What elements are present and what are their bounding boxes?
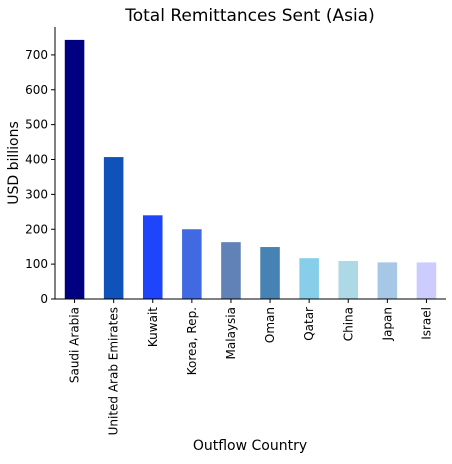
x-tick-label: Oman bbox=[263, 307, 277, 343]
x-tick-label: Saudi Arabia bbox=[68, 307, 82, 383]
x-tick-label: Israel bbox=[419, 307, 433, 340]
y-tick-label: 100 bbox=[25, 257, 48, 271]
x-tick-label: Qatar bbox=[302, 307, 316, 341]
y-tick-label: 500 bbox=[25, 118, 48, 132]
bar bbox=[260, 247, 280, 299]
y-tick-label: 0 bbox=[40, 292, 48, 306]
bar bbox=[377, 262, 398, 299]
bars-group bbox=[64, 39, 437, 300]
chart-title: Total Remittances Sent (Asia) bbox=[124, 6, 374, 26]
y-tick-label: 600 bbox=[25, 83, 48, 97]
bar bbox=[221, 242, 241, 299]
bar bbox=[299, 258, 319, 299]
x-tick-label: United Arab Emirates bbox=[107, 307, 121, 435]
y-tick-label: 200 bbox=[25, 222, 48, 236]
x-tick-label: China bbox=[341, 307, 355, 341]
x-axis-ticks: Saudi Arabia United Arab Emirates Kuwait Ko… bbox=[68, 299, 433, 435]
bar bbox=[338, 260, 359, 299]
y-tick-label: 300 bbox=[25, 187, 48, 201]
y-axis-ticks: 0 100 200 300 400 500 600 700 bbox=[25, 48, 55, 306]
x-axis-label: Outflow Country bbox=[193, 438, 307, 454]
y-tick-label: 700 bbox=[25, 48, 48, 62]
y-axis-label: USD billions bbox=[6, 121, 22, 205]
x-tick-label: Kuwait bbox=[146, 307, 160, 347]
y-tick-label: 400 bbox=[25, 153, 48, 167]
bar bbox=[142, 215, 163, 299]
x-tick-label: Malaysia bbox=[224, 307, 238, 359]
bar bbox=[182, 229, 202, 299]
x-tick-label: Korea, Rep. bbox=[185, 307, 199, 375]
bar bbox=[416, 262, 437, 299]
x-tick-label: Japan bbox=[380, 307, 394, 341]
bar bbox=[64, 39, 85, 300]
bar bbox=[103, 157, 124, 299]
